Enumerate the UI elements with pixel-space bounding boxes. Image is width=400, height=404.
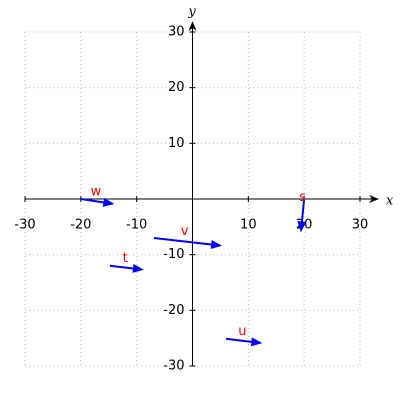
vector-head: [250, 337, 263, 347]
vector-shaft: [153, 236, 212, 246]
vector-head: [297, 221, 307, 233]
y-tick-label: -20: [163, 303, 184, 318]
vector-label: t: [123, 251, 128, 266]
x-tick-label: -20: [70, 218, 91, 233]
y-tick-label: -10: [163, 247, 184, 262]
x-tick-label: -30: [14, 218, 35, 233]
vector-shaft: [109, 264, 134, 270]
vector-head: [132, 263, 144, 273]
vector-label: w: [91, 185, 102, 200]
y-tick-label: -30: [163, 359, 184, 374]
x-axis-label: x: [386, 194, 394, 209]
y-axis-label: y: [187, 5, 196, 20]
vector-label: s: [299, 190, 306, 205]
x-tick-label: 10: [240, 218, 257, 233]
vector-shaft: [300, 198, 306, 222]
vector-shaft: [225, 337, 252, 343]
y-tick-label: 30: [168, 25, 185, 40]
y-tick-label: 10: [168, 136, 185, 151]
vector-label: u: [238, 324, 246, 339]
x-tick-label: 30: [352, 218, 369, 233]
vector-shaft: [80, 198, 104, 204]
x-tick-label: -10: [126, 218, 147, 233]
vector-label: v: [181, 224, 189, 239]
y-tick-label: 20: [168, 80, 185, 95]
vector-head: [210, 240, 223, 249]
vector-head: [102, 197, 115, 207]
